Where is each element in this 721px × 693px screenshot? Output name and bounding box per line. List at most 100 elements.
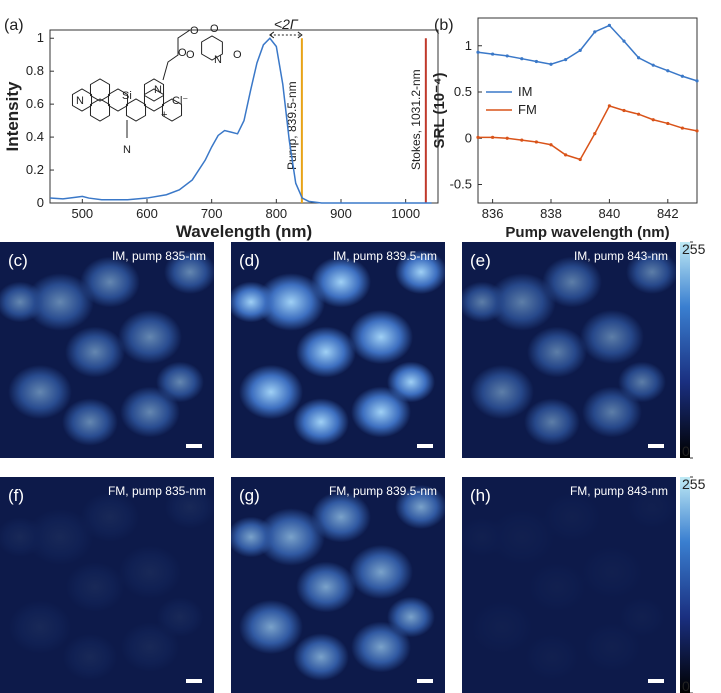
ring xyxy=(71,88,93,112)
y-tick-label: -0.5 xyxy=(450,177,472,192)
panel-caption: FM, pump 839.5-nm xyxy=(329,484,437,498)
y-tick-label: 0.4 xyxy=(26,129,44,144)
succinimide xyxy=(201,35,223,61)
point xyxy=(637,112,641,116)
y-tick-label: 0.8 xyxy=(26,63,44,78)
cell xyxy=(257,273,325,331)
y-tick-label: 0.5 xyxy=(454,84,472,99)
x-axis-label: Pump wavelength (nm) xyxy=(505,224,669,241)
legend-label: IM xyxy=(518,84,532,99)
scale-bar xyxy=(186,444,202,448)
panel-caption: IM, pump 839.5-nm xyxy=(333,249,437,263)
cell xyxy=(580,309,644,365)
y-tick-label: 1 xyxy=(37,30,44,45)
plot-frame xyxy=(49,29,439,204)
cell xyxy=(351,386,411,438)
point xyxy=(680,126,685,130)
cell xyxy=(387,361,435,403)
point xyxy=(520,138,524,142)
panel-label: (d) xyxy=(239,251,260,270)
atom-label: Cl⁻ xyxy=(172,95,188,107)
cell xyxy=(351,621,411,673)
y-tick-label: 1 xyxy=(465,38,472,53)
image-panel: (f) FM, pump 835-nm xyxy=(0,477,214,693)
point xyxy=(534,59,539,64)
cell xyxy=(524,633,580,681)
panel-caption: IM, pump 843-nm xyxy=(574,249,668,263)
cell xyxy=(156,361,204,403)
ring xyxy=(89,78,111,102)
cell xyxy=(527,326,587,378)
cell xyxy=(65,561,125,613)
cell xyxy=(239,599,303,655)
point xyxy=(578,48,582,52)
cell xyxy=(618,597,666,638)
ring xyxy=(125,98,147,122)
image-panel: (c) IM, pump 835-nm xyxy=(0,242,214,458)
x-tick-label: 800 xyxy=(265,206,287,221)
x-tick-label: 600 xyxy=(136,206,158,221)
panel-label: (f) xyxy=(8,486,24,505)
colorbar-tick-label: 255 xyxy=(682,241,706,257)
y-tick-label: 0.6 xyxy=(26,96,44,111)
chain xyxy=(162,29,191,81)
panel-label: (a) xyxy=(4,17,24,34)
cell xyxy=(164,484,214,530)
point xyxy=(637,56,641,60)
cell xyxy=(8,599,72,655)
arrow-head xyxy=(269,31,303,39)
ring xyxy=(143,78,165,102)
cell xyxy=(80,491,140,543)
cell xyxy=(311,491,371,543)
point xyxy=(695,79,699,83)
atom-label: N xyxy=(76,95,84,107)
x-axis-label: Wavelength (nm) xyxy=(176,222,312,241)
cell xyxy=(296,561,356,613)
cell xyxy=(65,326,125,378)
atom-label: N xyxy=(154,84,162,96)
cell xyxy=(118,309,182,365)
panel-label: (b) xyxy=(434,17,454,34)
panel-label: (c) xyxy=(8,251,28,270)
annotation: <2Γ xyxy=(274,16,299,32)
cell xyxy=(156,596,204,638)
cell xyxy=(387,596,435,638)
point xyxy=(476,50,480,54)
cell xyxy=(542,256,602,308)
colorbar xyxy=(680,242,690,458)
y-tick-label: 0 xyxy=(37,195,44,210)
x-tick-label: 838 xyxy=(540,206,562,221)
colorbar xyxy=(680,477,690,693)
marker-label: Pump, 839.5-nm xyxy=(285,81,299,170)
panel-caption: IM, pump 835-nm xyxy=(112,249,206,263)
point xyxy=(549,62,553,66)
cells xyxy=(231,484,445,681)
cell xyxy=(239,364,303,420)
series-line xyxy=(477,24,698,82)
x-tick-label: 1000 xyxy=(391,206,420,221)
cell xyxy=(527,562,587,613)
cells xyxy=(462,249,676,446)
point xyxy=(564,58,568,62)
point xyxy=(651,63,655,67)
cell xyxy=(231,281,275,323)
scale-bar xyxy=(417,444,433,448)
cell xyxy=(458,517,506,558)
cell xyxy=(542,492,602,543)
colorbar-tick-label: 0 xyxy=(682,443,690,459)
point xyxy=(622,108,626,113)
x-tick-label: 842 xyxy=(657,206,679,221)
x-tick-label: 700 xyxy=(201,206,223,221)
plot-frame xyxy=(477,17,698,204)
ring xyxy=(107,88,129,112)
cells xyxy=(0,249,214,446)
cell xyxy=(349,309,413,365)
x-tick-label: 900 xyxy=(330,206,352,221)
cell xyxy=(626,249,676,295)
series-line xyxy=(49,37,432,204)
point xyxy=(534,140,539,144)
cell xyxy=(395,484,445,530)
cells xyxy=(0,484,214,681)
point xyxy=(680,74,685,78)
